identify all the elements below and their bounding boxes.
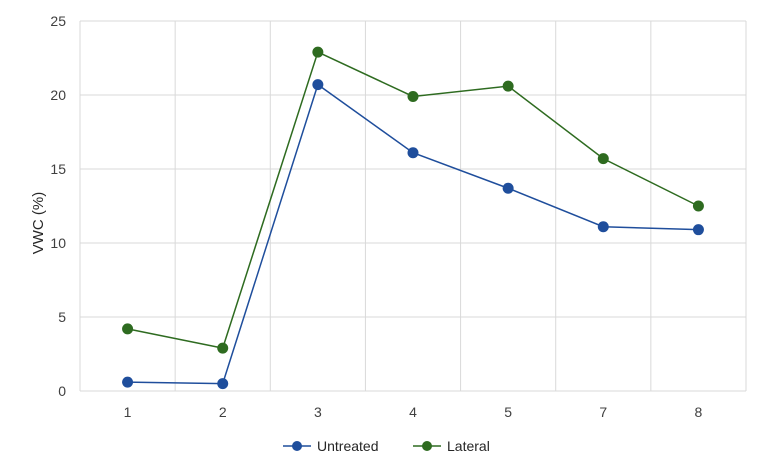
- y-tick-label: 5: [58, 309, 66, 325]
- y-tick-label: 0: [58, 383, 66, 399]
- data-point: [217, 378, 229, 390]
- x-tick-label: 1: [124, 404, 132, 420]
- y-tick-label: 15: [50, 161, 66, 177]
- data-point: [312, 46, 324, 58]
- legend: Untreated Lateral: [283, 438, 490, 454]
- series-line: [127, 83, 699, 385]
- data-point: [122, 323, 134, 335]
- grid: [79, 20, 747, 392]
- data-point: [692, 224, 704, 236]
- data-point: [502, 182, 514, 194]
- data-point: [217, 342, 229, 354]
- x-tick-label: 4: [409, 404, 417, 420]
- x-tick-label: 3: [314, 404, 322, 420]
- series-lateral: [122, 46, 704, 354]
- data-point: [502, 80, 514, 92]
- y-tick-label: 20: [50, 87, 66, 103]
- series-untreated: [122, 79, 704, 390]
- y-axis-title: VWC (%): [30, 192, 47, 255]
- series-layer: [122, 46, 704, 390]
- data-point: [692, 200, 704, 212]
- x-tick-label: 7: [599, 404, 607, 420]
- data-point: [407, 147, 419, 159]
- legend-label: Untreated: [317, 438, 378, 454]
- x-axis-ticks: 1 2 3 4 5 7 8: [124, 404, 703, 420]
- data-point: [407, 90, 419, 102]
- x-tick-label: 2: [219, 404, 227, 420]
- legend-marker: [422, 441, 432, 451]
- y-axis-ticks: 0 5 10 15 20 25: [50, 13, 66, 399]
- y-tick-label: 10: [50, 235, 66, 251]
- data-point: [597, 153, 609, 165]
- data-point: [312, 79, 324, 91]
- data-point: [122, 376, 134, 388]
- legend-item-untreated: Untreated: [283, 438, 378, 454]
- x-tick-label: 8: [695, 404, 703, 420]
- legend-label: Lateral: [447, 438, 490, 454]
- legend-marker: [292, 441, 302, 451]
- y-tick-label: 25: [50, 13, 66, 29]
- x-tick-label: 5: [504, 404, 512, 420]
- data-point: [597, 221, 609, 233]
- legend-item-lateral: Lateral: [413, 438, 490, 454]
